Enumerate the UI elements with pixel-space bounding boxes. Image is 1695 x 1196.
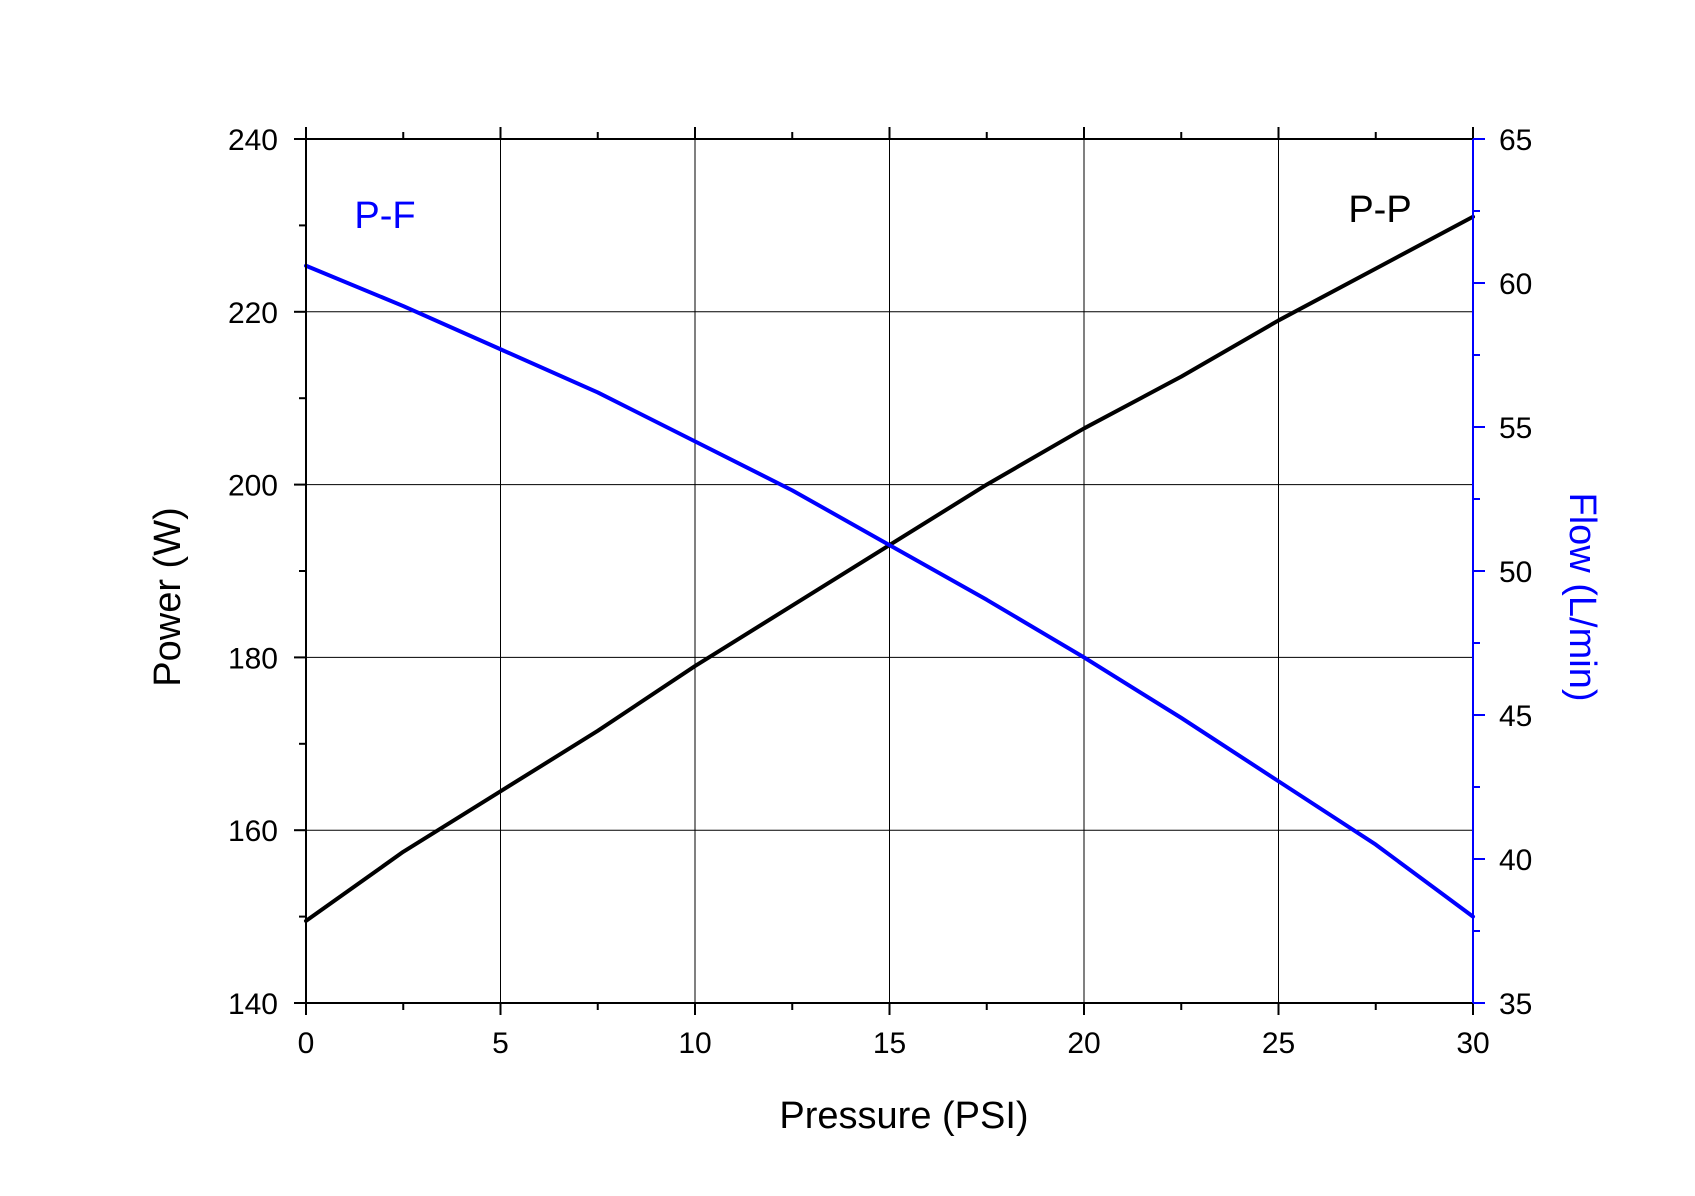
right-y-tick-label: 45	[1499, 700, 1532, 733]
series-layer	[304, 214, 1475, 923]
x-tick-label: 30	[1456, 1027, 1489, 1060]
grid-layer	[306, 139, 1473, 1003]
right-y-tick-label: 60	[1499, 268, 1532, 301]
annotation-p-f: P-F	[354, 195, 415, 237]
right-y-tick-label: 35	[1499, 988, 1532, 1021]
tick-layer: 0 5 10 15 20 25 30 140 160 180 200 220 240 35 40 45 50 55…	[228, 124, 1532, 1060]
annotation-p-p: P-P	[1348, 189, 1411, 231]
x-tick-label: 25	[1262, 1027, 1295, 1060]
left-y-tick-label: 160	[228, 815, 278, 848]
series-line-p-f	[304, 263, 1475, 919]
x-axis-label: Pressure (PSI)	[779, 1095, 1028, 1137]
x-tick-label: 5	[492, 1027, 509, 1060]
right-y-tick-label: 55	[1499, 412, 1532, 445]
left-y-tick-label: 140	[228, 988, 278, 1021]
left-y-axis-label: Power (W)	[147, 507, 189, 686]
left-y-tick-label: 220	[228, 297, 278, 330]
left-y-tick-label: 200	[228, 470, 278, 503]
right-y-tick-label: 50	[1499, 556, 1532, 589]
right-y-tick-label: 65	[1499, 124, 1532, 157]
right-y-axis-label: Flow (L/min)	[1561, 492, 1603, 701]
x-tick-label: 15	[873, 1027, 906, 1060]
right-y-tick-label: 40	[1499, 844, 1532, 877]
x-tick-label: 10	[678, 1027, 711, 1060]
x-tick-label: 20	[1067, 1027, 1100, 1060]
x-tick-label: 0	[298, 1027, 315, 1060]
left-y-tick-label: 240	[228, 124, 278, 157]
left-y-tick-label: 180	[228, 642, 278, 675]
